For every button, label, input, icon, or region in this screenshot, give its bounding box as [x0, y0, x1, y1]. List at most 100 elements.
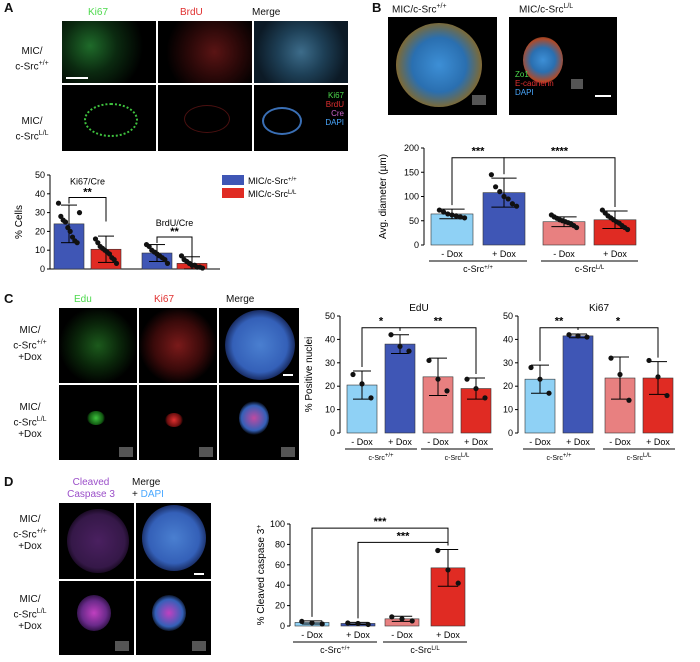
c-image-edu-wt — [59, 308, 137, 383]
data-point — [368, 395, 374, 401]
a-col-ki67: Ki67 — [88, 7, 109, 18]
data-point — [345, 620, 351, 626]
x-tick-label: + Dox — [646, 437, 670, 447]
significance-label: *** — [397, 530, 411, 542]
data-point — [389, 614, 395, 620]
c-merge-ko-box — [281, 447, 295, 457]
y-tick-label: 0 — [280, 621, 285, 631]
data-point — [426, 357, 432, 364]
x-tick-label: + Dox — [492, 249, 516, 259]
d-caspase-ko-box — [115, 641, 129, 651]
x-tick-label: - Dox — [441, 249, 463, 259]
data-point — [309, 620, 315, 626]
genotype-label: c-Src+/+ — [546, 453, 572, 462]
c-col-merge: Merge — [226, 294, 255, 305]
y-axis-label: % Positive nuclei — [304, 337, 315, 413]
data-point — [537, 376, 543, 382]
genotype-label: c-SrcL/L — [410, 645, 440, 655]
significance-bracket — [311, 527, 449, 617]
data-point — [164, 260, 171, 266]
data-point — [546, 390, 552, 396]
x-tick-label: + Dox — [603, 249, 627, 259]
y-tick-label: 80 — [275, 539, 285, 549]
significance-bracket — [577, 327, 659, 358]
d-image-caspase-ko — [59, 581, 134, 655]
c-edu-ko-dots — [87, 411, 105, 425]
y-axis-label: Avg. diameter (µm) — [378, 154, 389, 239]
b-legend-ecadherin: E-cadherin — [515, 79, 554, 88]
x-tick-label: - Dox — [351, 437, 373, 447]
x-tick-label: - Dox — [301, 630, 323, 640]
data-point — [113, 260, 120, 266]
y-tick-label: 100 — [270, 519, 285, 529]
panel-label-a: A — [4, 0, 14, 15]
a-merge-ko-ring — [262, 107, 302, 135]
x-tick-label: - Dox — [529, 437, 551, 447]
chart-title: Ki67 — [589, 303, 609, 314]
x-tick-label: + Dox — [464, 437, 488, 447]
a-col-brdu: BrdU — [180, 7, 203, 18]
x-tick-label: - Dox — [553, 249, 575, 259]
significance-label: *** — [472, 146, 486, 158]
b-ko-acinus — [523, 37, 563, 83]
y-tick-label: 20 — [275, 601, 285, 611]
d-image-merge-wt — [136, 503, 211, 579]
y-tick-label: 50 — [35, 170, 45, 180]
genotype-label: c-SrcL/L — [575, 264, 605, 274]
d-col-caspase: Cleaved Caspase 3 — [67, 477, 115, 500]
b-col-ko: MIC/c-SrcL/L — [519, 3, 574, 16]
x-tick-label: - Dox — [427, 437, 449, 447]
y-tick-label: 60 — [275, 560, 285, 570]
y-tick-label: 50 — [325, 311, 335, 321]
data-point — [449, 212, 455, 218]
a-image-ki67-wt — [62, 21, 156, 83]
y-tick-label: 0 — [40, 264, 45, 274]
data-point — [106, 251, 113, 257]
legend-label: MIC/c-Src+/+ — [248, 176, 297, 186]
significance-bracket — [156, 236, 193, 262]
significance-bracket — [399, 327, 477, 375]
d-row-wt-label: MIC/c-Src+/+ +Dox — [13, 514, 47, 553]
significance-label: ** — [555, 316, 564, 328]
group-label: Ki67/Cre — [70, 176, 105, 186]
y-tick-label: 20 — [35, 226, 45, 236]
data-point — [445, 211, 451, 217]
y-tick-label: 10 — [503, 405, 513, 415]
y-tick-label: 50 — [409, 216, 419, 226]
y-tick-label: 30 — [503, 358, 513, 368]
chart-d: 0 20 40 60 80 100% Cleaved caspase 3+ - Dox + D… — [256, 516, 467, 655]
b-wt-scale-box — [472, 95, 486, 105]
a-image-ki67-ko — [62, 85, 156, 151]
data-point — [482, 395, 488, 401]
c-image-edu-ko — [59, 385, 137, 460]
data-point — [365, 621, 371, 628]
b-ko-scale-box — [571, 79, 583, 89]
data-point — [509, 201, 515, 207]
data-point — [453, 213, 459, 219]
c-image-merge-wt — [219, 308, 299, 383]
a-col-merge: Merge — [252, 7, 281, 18]
y-tick-label: 0 — [508, 428, 513, 438]
d-merge-wt-acinus — [142, 505, 206, 571]
c-merge-wt-acinus — [225, 310, 295, 380]
significance-label: ** — [434, 316, 443, 328]
legend-label: MIC/c-SrcL/L — [248, 189, 297, 199]
y-axis-label: % Cells — [14, 205, 25, 239]
data-point — [493, 184, 499, 190]
genotype-label: c-SrcL/L — [627, 453, 652, 462]
y-axis-label: % Cleaved caspase 3+ — [256, 525, 268, 626]
data-point — [111, 257, 117, 263]
x-tick-label: - Dox — [609, 437, 631, 447]
c-edu-ko-box — [119, 447, 133, 457]
d-merge-ko-acinus — [152, 595, 186, 631]
data-point — [406, 348, 412, 354]
data-point — [501, 193, 507, 200]
a-ki67-ko-ring — [84, 103, 138, 137]
a-brdu-ko-ring — [184, 105, 230, 133]
bar — [562, 335, 594, 434]
data-point — [92, 236, 99, 242]
b-wt-acinus — [396, 23, 482, 107]
y-tick-label: 20 — [325, 381, 335, 391]
significance-bracket — [68, 197, 107, 222]
